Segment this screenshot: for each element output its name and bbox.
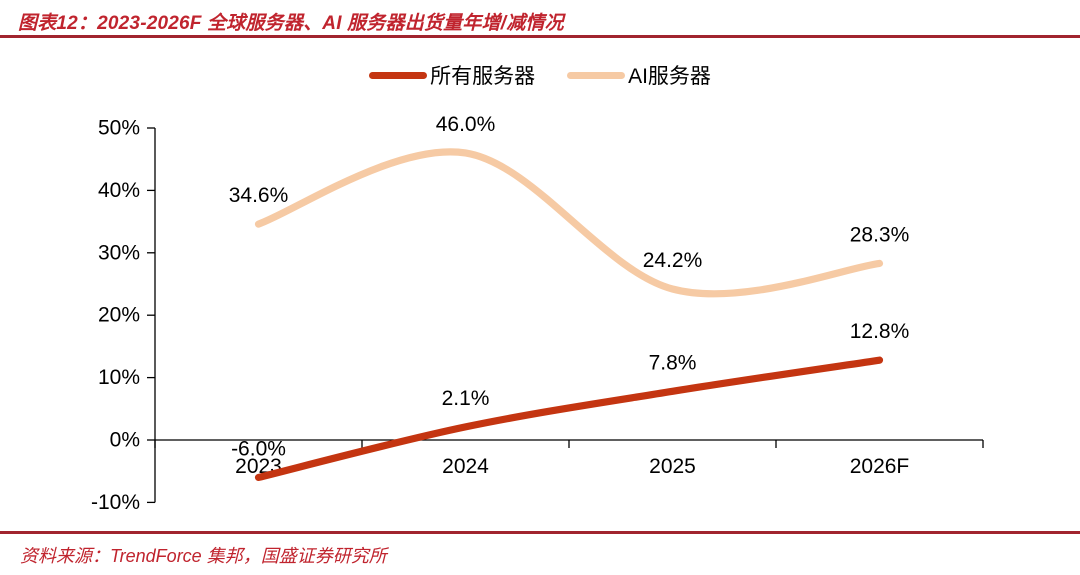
data-label: 12.8% bbox=[850, 320, 910, 343]
y-tick-label: -10% bbox=[91, 491, 140, 514]
figure-title: 图表12：2023-2026F 全球服务器、AI 服务器出货量年增/减情况 bbox=[18, 13, 564, 34]
legend-label: AI服务器 bbox=[628, 65, 711, 88]
y-tick-label: 10% bbox=[98, 366, 140, 389]
legend-item-0: 所有服务器 bbox=[369, 60, 535, 90]
legend-label: 所有服务器 bbox=[430, 65, 536, 88]
source-note: 资料来源：TrendForce 集邦，国盛证券研究所 bbox=[20, 546, 387, 566]
data-label: 28.3% bbox=[850, 223, 910, 246]
title-divider bbox=[0, 35, 1080, 38]
x-axis-label: 2026F bbox=[850, 455, 910, 478]
data-label: -6.0% bbox=[231, 437, 286, 460]
y-tick-label: 40% bbox=[98, 179, 140, 202]
legend-item-1: AI服务器 bbox=[567, 60, 711, 90]
y-tick-label: 0% bbox=[110, 429, 140, 452]
legend-swatch-icon bbox=[567, 71, 626, 79]
x-axis-label: 2024 bbox=[442, 455, 489, 478]
data-label: 46.0% bbox=[436, 113, 496, 136]
y-tick-label: 50% bbox=[98, 117, 140, 140]
chart-legend: 所有服务器 AI服务器 bbox=[0, 60, 1080, 90]
data-label: 7.8% bbox=[649, 351, 697, 374]
legend-swatch-icon bbox=[369, 71, 428, 79]
data-label: 2.1% bbox=[442, 387, 490, 410]
data-label: 24.2% bbox=[643, 249, 703, 272]
series-line-AI服务器 bbox=[254, 148, 884, 298]
series-line-所有服务器 bbox=[254, 356, 884, 482]
data-label: 34.6% bbox=[229, 184, 289, 207]
y-tick-label: 30% bbox=[98, 241, 140, 264]
x-axis-label: 2025 bbox=[649, 455, 696, 478]
source-divider bbox=[0, 531, 1080, 534]
y-tick-label: 20% bbox=[98, 304, 140, 327]
